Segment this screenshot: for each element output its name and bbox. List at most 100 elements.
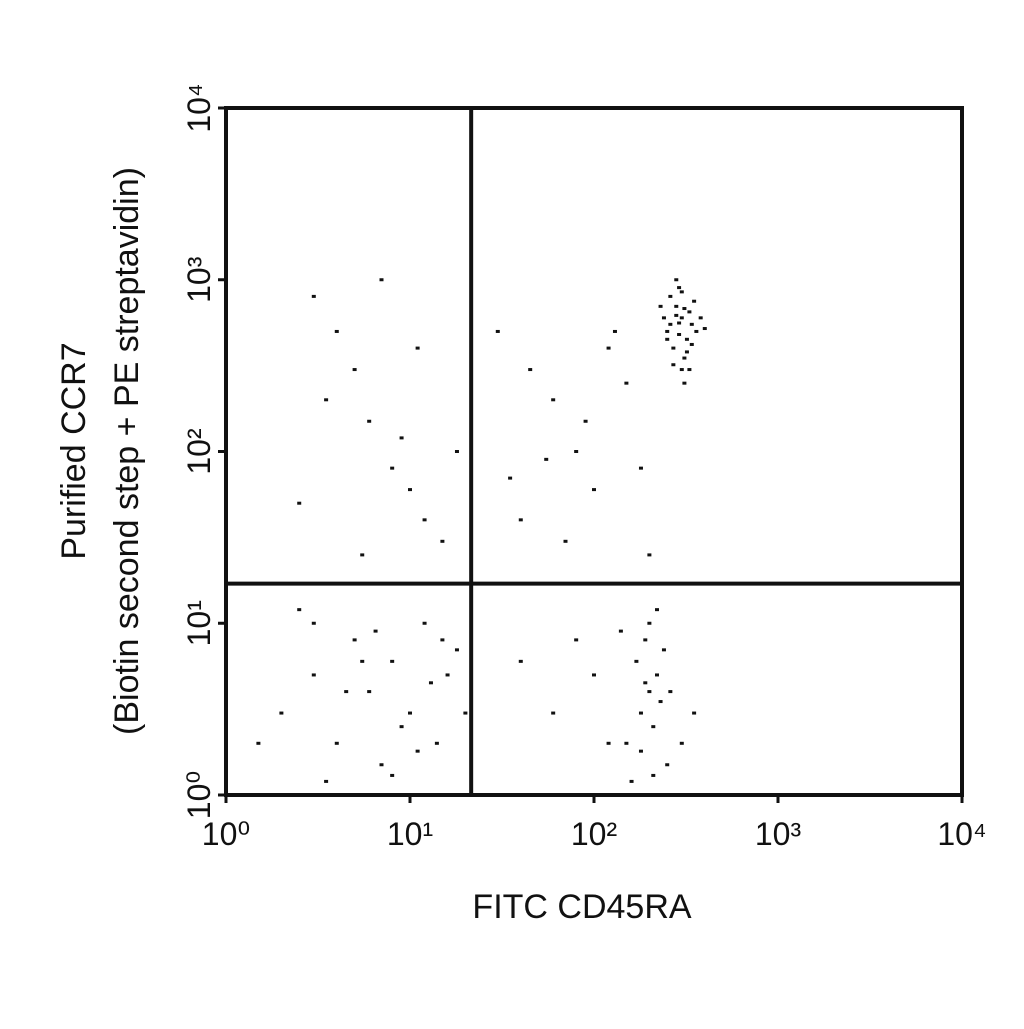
dot <box>638 466 643 470</box>
dot <box>665 329 670 333</box>
dot <box>592 488 596 492</box>
y-axis-label: (Biotin second step + PE streptavidin) <box>108 167 146 735</box>
dot <box>399 436 404 440</box>
dot <box>399 725 404 729</box>
dot <box>679 290 684 294</box>
dot <box>702 327 707 331</box>
y-tick-label: 10² <box>181 428 217 475</box>
dot <box>638 711 643 715</box>
dot <box>694 329 699 333</box>
dot <box>352 368 357 372</box>
dot <box>574 638 579 642</box>
dot <box>674 313 679 317</box>
y-tick-label: 10⁰ <box>181 771 217 819</box>
dot <box>687 310 692 314</box>
dot <box>360 553 365 557</box>
dot <box>684 350 689 354</box>
dot <box>687 368 692 372</box>
dot <box>551 398 556 402</box>
dot <box>415 346 420 350</box>
dot <box>661 316 666 320</box>
dot <box>379 763 384 767</box>
dot <box>518 518 523 522</box>
dot <box>668 294 673 298</box>
dot <box>647 690 652 694</box>
dot <box>445 673 450 677</box>
dot <box>647 553 652 557</box>
dot <box>679 741 684 745</box>
dot <box>334 329 339 333</box>
dot <box>428 681 433 685</box>
x-tick-label: 10³ <box>755 816 802 852</box>
dot <box>279 711 284 715</box>
dot <box>434 741 439 745</box>
dot <box>665 763 670 767</box>
dot <box>647 621 652 625</box>
x-axis-label: FITC CD45RA <box>472 888 691 926</box>
y-axis-label: Purified CCR7 <box>55 342 93 559</box>
x-tick-label: 10² <box>571 816 618 852</box>
dot <box>324 398 329 402</box>
dot <box>422 518 427 522</box>
dot <box>682 307 687 311</box>
dot <box>454 648 459 652</box>
dot <box>440 539 445 543</box>
dot <box>668 322 673 326</box>
dot <box>463 711 468 715</box>
plot-frame <box>224 106 964 797</box>
dot <box>408 488 412 492</box>
dot <box>689 342 694 346</box>
dot <box>528 368 533 372</box>
dot <box>689 322 694 326</box>
dot <box>643 681 648 685</box>
dot <box>655 608 660 612</box>
dot <box>679 368 684 372</box>
dot <box>674 304 679 308</box>
dot <box>643 638 648 642</box>
dot <box>551 711 556 715</box>
dot <box>651 725 656 729</box>
dot <box>390 773 395 777</box>
dot <box>671 346 676 350</box>
dot <box>379 278 384 282</box>
dot <box>629 779 634 783</box>
dot <box>692 711 697 715</box>
dot <box>677 321 682 325</box>
dot <box>638 749 643 753</box>
dot <box>311 621 316 625</box>
dot <box>583 419 588 423</box>
dot <box>618 629 623 633</box>
dot <box>634 659 639 663</box>
dot <box>344 690 349 694</box>
dot <box>415 749 420 753</box>
dot <box>311 294 316 298</box>
dot <box>518 659 523 663</box>
dot <box>297 608 302 612</box>
dot <box>655 673 660 677</box>
dot <box>682 381 687 385</box>
dot <box>390 466 395 470</box>
dot <box>352 638 357 642</box>
dot <box>677 332 682 336</box>
dot <box>661 648 666 652</box>
dot <box>334 741 339 745</box>
dot <box>671 363 676 367</box>
dot <box>390 659 395 663</box>
dot <box>408 711 412 715</box>
x-tick-label: 10⁴ <box>937 816 986 852</box>
dot <box>367 690 372 694</box>
dot <box>367 419 372 423</box>
dot <box>440 638 445 642</box>
x-tick-label: 10⁰ <box>202 816 250 852</box>
dot <box>563 539 568 543</box>
dot <box>624 741 629 745</box>
dot <box>454 450 459 453</box>
y-tick-label: 10⁴ <box>181 83 217 132</box>
dot <box>324 779 329 783</box>
y-tick-label: 10³ <box>181 256 217 303</box>
dot <box>651 773 656 777</box>
dot <box>624 381 629 385</box>
dot <box>679 316 684 320</box>
dot <box>360 659 365 663</box>
